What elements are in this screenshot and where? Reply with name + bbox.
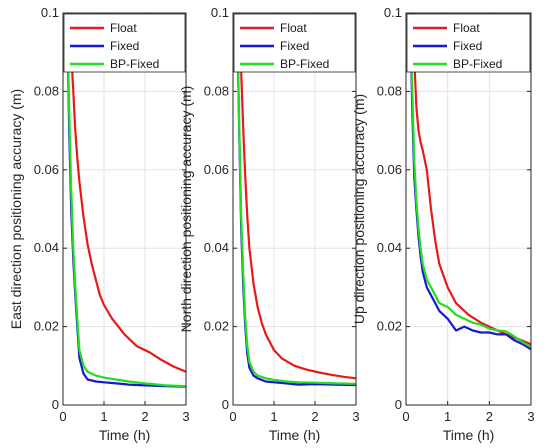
y-tick-label: 0.04: [204, 240, 229, 255]
x-tick-label: 2: [311, 409, 318, 424]
legend-box: [233, 13, 356, 73]
legend-label: Float: [110, 21, 137, 35]
x-tick-label: 2: [141, 409, 148, 424]
y-tick-label: 0.08: [204, 83, 229, 98]
y-tick-label: 0.02: [34, 319, 59, 334]
series-line-bp-fixed: [66, 13, 186, 388]
legend: Float Fixed BP-Fixed: [233, 13, 356, 73]
y-tick-label: 0.1: [41, 5, 59, 20]
axes-box: [62, 12, 187, 406]
x-tick-label: 3: [182, 409, 189, 424]
series-line-float: [237, 13, 356, 380]
chart-panel-3: 0 0.02 0.04 0.06 0.08 0.1 0 1 2 3 Time (h) Up direc…: [351, 5, 535, 443]
legend-label: BP-Fixed: [453, 57, 502, 71]
x-tick-label: 3: [352, 409, 359, 424]
legend-label: BP-Fixed: [280, 57, 329, 71]
chart-panel-2: 0 0.02 0.04 0.06 0.08 0.1 0 1 2 3 Time (h) North di…: [178, 5, 360, 443]
y-tick-label: 0.08: [377, 83, 402, 98]
x-axis-label: Time (h): [99, 427, 151, 443]
series-line-float: [67, 13, 186, 373]
y-tick-label: 0.02: [377, 319, 402, 334]
y-tick-label: 0: [395, 397, 402, 412]
plot-area: [233, 13, 356, 405]
x-tick-label: 1: [270, 409, 277, 424]
x-axis-label: Time (h): [269, 427, 321, 443]
legend-box: [63, 13, 186, 73]
y-axis-label: East direction positioning accuracy (m): [8, 89, 24, 329]
y-tick-label: 0.02: [204, 319, 229, 334]
y-tick-label: 0: [52, 397, 59, 412]
y-tick-label: 0.1: [211, 5, 229, 20]
x-tick-label: 0: [402, 409, 409, 424]
y-tick-label: 0: [222, 397, 229, 412]
legend: Float Fixed BP-Fixed: [406, 13, 531, 73]
legend-label: BP-Fixed: [110, 57, 159, 71]
x-tick-label: 1: [444, 409, 451, 424]
y-tick-label: 0.04: [34, 240, 59, 255]
y-tick-label: 0.1: [384, 5, 402, 20]
series-line-bp-fixed: [409, 13, 531, 348]
y-axis-label: North direction positioning accuracy (m): [178, 86, 194, 333]
y-axis-label: Up direction positioning accuracy (m): [351, 94, 367, 324]
legend-label: Fixed: [280, 39, 309, 53]
x-tick-label: 1: [100, 409, 107, 424]
x-tick-label: 2: [486, 409, 493, 424]
x-tick-label: 0: [59, 409, 66, 424]
legend-box: [406, 13, 531, 73]
series-line-bp-fixed: [236, 13, 356, 385]
y-tick-label: 0.06: [204, 162, 229, 177]
y-tick-label: 0.06: [34, 162, 59, 177]
legend-label: Float: [453, 21, 480, 35]
legend-label: Float: [280, 21, 307, 35]
x-tick-label: 3: [527, 409, 534, 424]
axes-box: [232, 12, 357, 406]
legend-label: Fixed: [453, 39, 482, 53]
plot-area: [406, 13, 531, 405]
y-tick-label: 0.04: [377, 240, 402, 255]
y-tick-label: 0.06: [377, 162, 402, 177]
x-axis-label: Time (h): [443, 427, 495, 443]
x-tick-label: 0: [229, 409, 236, 424]
chart-panel-1: 0 0.02 0.04 0.06 0.08 0.1 0 1 2 3 Time (h) East dir…: [8, 5, 190, 443]
legend: Float Fixed BP-Fixed: [63, 13, 186, 73]
axes-box: [405, 12, 532, 406]
y-tick-label: 0.08: [34, 83, 59, 98]
legend-label: Fixed: [110, 39, 139, 53]
